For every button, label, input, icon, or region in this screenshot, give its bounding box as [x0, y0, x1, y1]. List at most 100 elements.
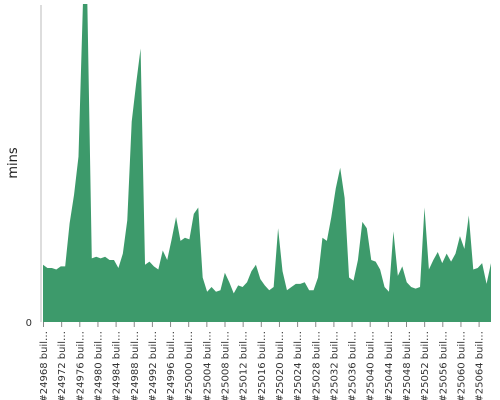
data-point[interactable]	[246, 281, 249, 284]
data-point[interactable]	[485, 282, 488, 285]
data-point[interactable]	[77, 155, 80, 158]
data-point[interactable]	[73, 193, 76, 196]
data-point[interactable]	[201, 276, 204, 279]
data-point[interactable]	[126, 219, 129, 222]
data-point[interactable]	[317, 276, 320, 279]
data-point[interactable]	[50, 266, 53, 269]
data-point[interactable]	[68, 222, 71, 225]
data-point[interactable]	[281, 270, 284, 273]
data-point[interactable]	[445, 252, 448, 255]
data-point[interactable]	[490, 262, 493, 265]
data-point[interactable]	[206, 290, 209, 293]
data-point[interactable]	[401, 265, 404, 268]
data-point[interactable]	[441, 262, 444, 265]
data-point[interactable]	[272, 286, 275, 289]
data-point[interactable]	[55, 268, 58, 271]
data-point[interactable]	[166, 258, 169, 261]
data-point[interactable]	[285, 289, 288, 292]
data-point[interactable]	[192, 212, 195, 215]
data-point[interactable]	[90, 257, 93, 260]
data-point[interactable]	[135, 82, 138, 85]
data-point[interactable]	[214, 290, 217, 293]
data-point[interactable]	[308, 289, 311, 292]
data-point[interactable]	[223, 271, 226, 274]
data-point[interactable]	[183, 236, 186, 239]
data-point[interactable]	[312, 289, 315, 292]
data-point[interactable]	[95, 255, 98, 258]
data-point[interactable]	[139, 47, 142, 50]
data-point[interactable]	[254, 263, 257, 266]
data-point[interactable]	[259, 278, 262, 281]
data-point[interactable]	[144, 263, 147, 266]
data-point[interactable]	[458, 235, 461, 238]
data-point[interactable]	[42, 263, 45, 266]
data-point[interactable]	[423, 206, 426, 209]
data-point[interactable]	[387, 290, 390, 293]
data-point[interactable]	[219, 289, 222, 292]
data-point[interactable]	[352, 279, 355, 282]
data-point[interactable]	[46, 266, 49, 269]
data-point[interactable]	[179, 239, 182, 242]
data-point[interactable]	[228, 281, 231, 284]
data-point[interactable]	[197, 206, 200, 209]
data-point[interactable]	[374, 260, 377, 263]
data-point[interactable]	[325, 239, 328, 242]
data-point[interactable]	[86, 3, 89, 6]
data-point[interactable]	[472, 268, 475, 271]
data-point[interactable]	[157, 268, 160, 271]
data-point[interactable]	[175, 216, 178, 219]
data-point[interactable]	[81, 3, 84, 6]
data-point[interactable]	[108, 258, 111, 261]
data-point[interactable]	[339, 166, 342, 169]
data-point[interactable]	[188, 238, 191, 241]
data-point[interactable]	[348, 276, 351, 279]
data-point[interactable]	[130, 120, 133, 123]
data-point[interactable]	[365, 227, 368, 230]
data-point[interactable]	[481, 262, 484, 265]
data-point[interactable]	[294, 282, 297, 285]
data-point[interactable]	[117, 266, 120, 269]
data-point[interactable]	[476, 266, 479, 269]
data-point[interactable]	[112, 258, 115, 261]
data-point[interactable]	[237, 284, 240, 287]
data-point[interactable]	[303, 281, 306, 284]
data-point[interactable]	[250, 270, 253, 273]
data-point[interactable]	[392, 230, 395, 233]
data-point[interactable]	[104, 255, 107, 258]
data-point[interactable]	[450, 260, 453, 263]
data-point[interactable]	[432, 258, 435, 261]
data-point[interactable]	[321, 236, 324, 239]
data-point[interactable]	[343, 196, 346, 199]
data-point[interactable]	[463, 247, 466, 250]
data-point[interactable]	[383, 286, 386, 289]
data-point[interactable]	[148, 260, 151, 263]
data-point[interactable]	[396, 274, 399, 277]
data-point[interactable]	[121, 252, 124, 255]
data-point[interactable]	[59, 265, 62, 268]
data-point[interactable]	[170, 238, 173, 241]
data-point[interactable]	[467, 214, 470, 217]
data-point[interactable]	[361, 220, 364, 223]
data-point[interactable]	[334, 187, 337, 190]
data-point[interactable]	[414, 287, 417, 290]
data-point[interactable]	[436, 251, 439, 254]
data-point[interactable]	[210, 286, 213, 289]
data-point[interactable]	[405, 281, 408, 284]
data-point[interactable]	[410, 286, 413, 289]
data-point[interactable]	[427, 268, 430, 271]
data-point[interactable]	[379, 268, 382, 271]
data-point[interactable]	[268, 289, 271, 292]
data-point[interactable]	[99, 257, 102, 260]
data-point[interactable]	[370, 258, 373, 261]
data-point[interactable]	[152, 265, 155, 268]
data-point[interactable]	[277, 227, 280, 230]
data-point[interactable]	[356, 258, 359, 261]
data-point[interactable]	[241, 286, 244, 289]
data-point[interactable]	[290, 286, 293, 289]
data-point[interactable]	[330, 216, 333, 219]
data-point[interactable]	[299, 282, 302, 285]
data-point[interactable]	[419, 286, 422, 289]
data-point[interactable]	[454, 252, 457, 255]
data-point[interactable]	[161, 249, 164, 252]
data-point[interactable]	[232, 292, 235, 295]
